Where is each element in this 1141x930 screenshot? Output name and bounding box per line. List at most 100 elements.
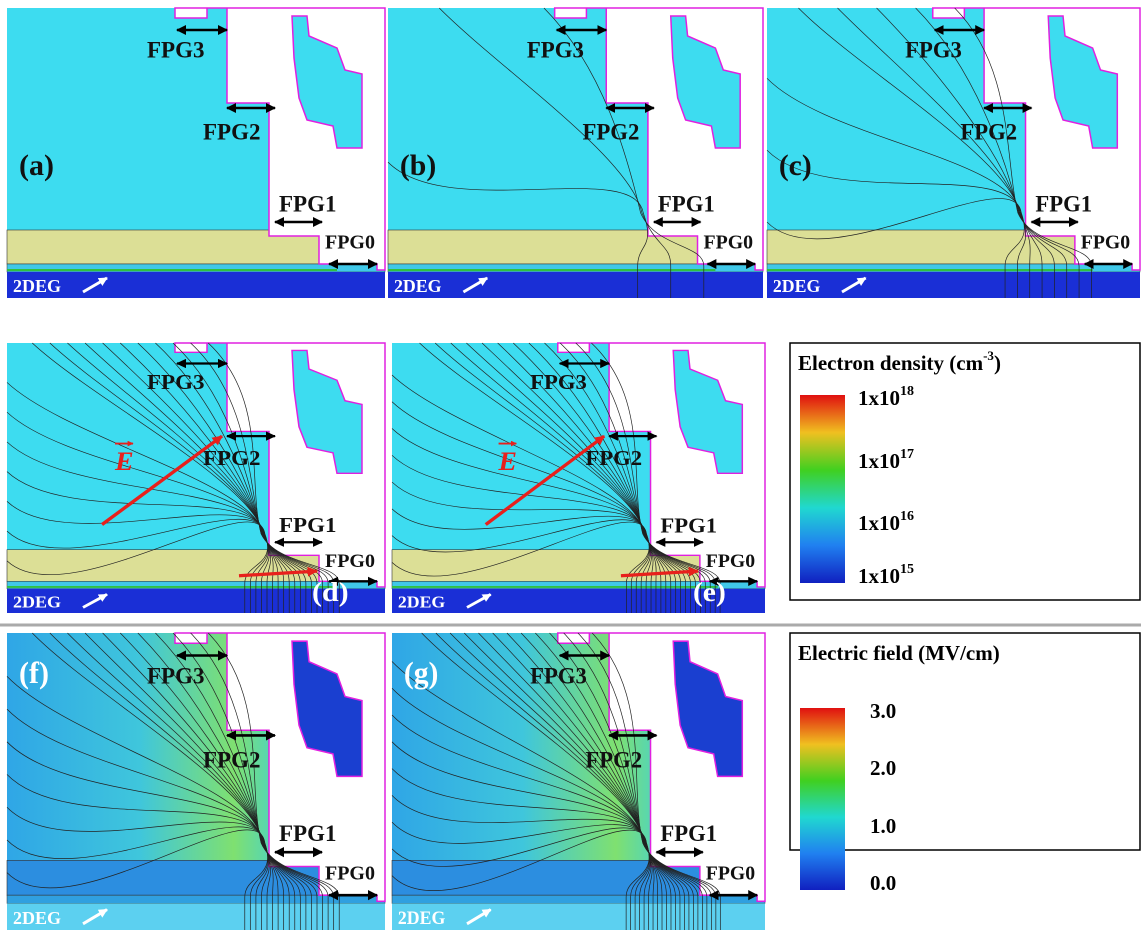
potential-line xyxy=(6,741,271,930)
panel: FPG3 FPG2 FPG1 FPG0 2DEG (f) xyxy=(6,632,386,930)
channel-label: 2DEG xyxy=(398,593,445,611)
substrate xyxy=(388,272,763,298)
fpg-label: FPG0 xyxy=(703,232,753,254)
fpg-label: FPG0 xyxy=(1081,231,1130,253)
fpg-label: FPG2 xyxy=(585,747,642,773)
panel: FPG3 FPG2 FPG1 FPG0 2DEG (b) xyxy=(387,7,764,298)
tick-base: 1x10 xyxy=(858,511,900,535)
channel-layer xyxy=(391,894,766,904)
channel-label: 2DEG xyxy=(398,908,445,928)
legend-tick: 1x1017 xyxy=(858,447,914,473)
channel-arrow xyxy=(82,908,108,926)
barrier-layer xyxy=(387,229,698,265)
potential-line xyxy=(102,632,307,930)
channel-arrow xyxy=(82,593,108,609)
fpg-label: FPG3 xyxy=(147,663,204,689)
fpg-label: FPG3 xyxy=(147,370,204,394)
color-bar xyxy=(800,395,845,583)
fpg-label: FPG1 xyxy=(279,191,337,216)
legend-tick: 3.0 xyxy=(870,699,896,723)
fpg-label: FPG2 xyxy=(203,446,260,470)
substrate xyxy=(767,272,1140,298)
channel-label: 2DEG xyxy=(13,908,61,928)
potential-line xyxy=(391,455,652,614)
substrate xyxy=(7,272,385,298)
tick-exp: 15 xyxy=(900,562,914,577)
fpg-label: FPG2 xyxy=(960,119,1017,144)
potential-line xyxy=(766,78,1031,298)
channel-arrow xyxy=(466,593,492,609)
fpg-label: FPG1 xyxy=(1035,191,1092,216)
fpg-label: FPG1 xyxy=(279,821,336,847)
fpg-label: FPG1 xyxy=(660,821,717,847)
potential-line xyxy=(84,342,301,614)
field-arrow xyxy=(620,566,699,578)
field-arrow xyxy=(484,434,606,526)
panel: FPG3 FPG2 FPG1 FPG0 2DEG (g) xyxy=(391,632,766,930)
potential-line xyxy=(419,342,667,614)
potential-line xyxy=(207,632,340,930)
potential-line xyxy=(391,714,655,930)
fpg-label: FPG3 xyxy=(530,663,587,689)
potential-line xyxy=(798,7,1043,298)
channel-label: 2DEG xyxy=(773,276,820,296)
legend-tick: 1x1016 xyxy=(858,509,914,535)
potential-line xyxy=(391,768,652,930)
field-plate xyxy=(672,640,744,778)
potential-line xyxy=(6,829,268,930)
fpg-label: FPG3 xyxy=(147,37,205,62)
substrate xyxy=(7,588,385,613)
field-arrow xyxy=(100,434,224,526)
potential-line xyxy=(6,471,270,614)
potential-line xyxy=(954,7,1092,298)
potential-line xyxy=(6,411,274,614)
panel-letter: (b) xyxy=(400,149,436,182)
potential-line xyxy=(450,342,677,614)
tick-base: 1x10 xyxy=(858,449,900,473)
potential-line xyxy=(591,342,721,614)
panel-letter: (c) xyxy=(779,149,812,182)
field-plate xyxy=(1047,15,1119,149)
potential-line xyxy=(32,632,285,930)
tick-exp: 16 xyxy=(900,509,914,524)
panel-letter: (f) xyxy=(19,656,49,690)
fpg-label: FPG0 xyxy=(706,551,755,571)
potential-line xyxy=(391,508,651,614)
legend-box xyxy=(789,632,1141,851)
potential-line xyxy=(591,632,721,930)
substrate xyxy=(392,903,765,930)
fpg-label: FPG2 xyxy=(203,747,260,773)
potential-line xyxy=(391,481,651,614)
fpg-label: FPG0 xyxy=(325,862,375,884)
potential-line xyxy=(543,7,705,298)
potential-line xyxy=(391,401,657,614)
potential-line xyxy=(466,342,681,614)
potential-line xyxy=(391,829,650,930)
potential-line xyxy=(391,827,650,930)
potential-line xyxy=(207,342,340,614)
fpg-label: FPG3 xyxy=(530,369,587,393)
channel-label: 2DEG xyxy=(13,593,61,611)
potential-line xyxy=(391,795,651,930)
legend-tick: 0.0 xyxy=(870,871,896,895)
potential-line xyxy=(391,374,662,614)
title-text: Electron density (cm xyxy=(798,351,984,375)
legend-title: Electron density (cm-3) xyxy=(798,348,1001,375)
panel: FPG3 FPG2 FPG1 FPG0 2DEG (a) xyxy=(6,7,386,298)
panel: FPG3 FPG2 FPG1 FPG0 2DEG (d) E xyxy=(6,342,386,614)
field-plate xyxy=(291,349,363,475)
potential-line xyxy=(391,519,650,614)
potential-line xyxy=(102,342,307,614)
potential-line xyxy=(6,518,269,614)
channel-arrow xyxy=(462,276,488,294)
fpg-label: FPG3 xyxy=(905,37,962,62)
fpg-label: FPG0 xyxy=(325,552,375,572)
fpg-label: FPG2 xyxy=(203,119,261,144)
potential-line xyxy=(492,632,690,930)
substrate xyxy=(392,588,765,613)
channel-label: 2DEG xyxy=(13,276,61,296)
potential-line xyxy=(421,632,667,930)
field-plate xyxy=(672,349,744,475)
panel-letter: (e) xyxy=(693,577,726,608)
potential-line xyxy=(434,342,672,614)
